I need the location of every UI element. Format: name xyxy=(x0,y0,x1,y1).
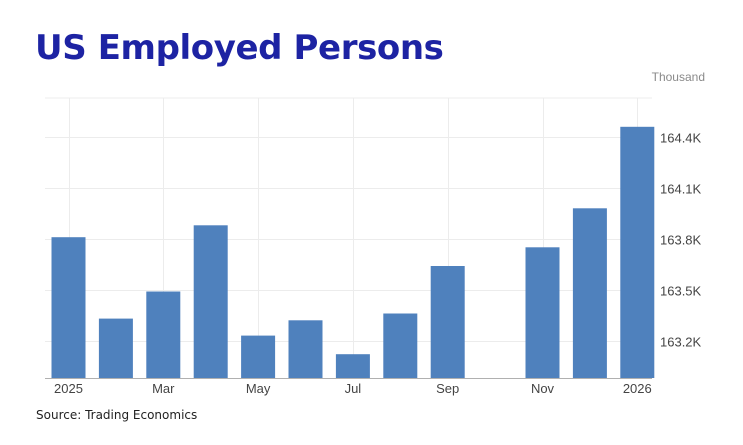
x-tick-label: Sep xyxy=(436,381,459,396)
x-tick-label: Jul xyxy=(345,381,362,396)
unit-label: Thousand xyxy=(651,70,705,84)
chart-title: US Employed Persons xyxy=(35,28,444,68)
y-tick-label: 164.4K xyxy=(660,131,702,146)
bar xyxy=(383,313,418,378)
bar xyxy=(193,225,228,378)
y-tick-label: 163.5K xyxy=(660,284,702,299)
y-tick-label: 163.2K xyxy=(660,335,702,350)
grid-lines xyxy=(45,97,652,378)
x-tick-label: Mar xyxy=(152,381,175,396)
y-tick-label: 164.1K xyxy=(660,182,702,197)
bar xyxy=(51,237,86,378)
bar xyxy=(525,247,560,378)
bar xyxy=(430,266,465,378)
bar xyxy=(572,208,607,378)
x-tick-label: Nov xyxy=(531,381,555,396)
bar xyxy=(335,354,370,378)
source-note: Source: Trading Economics xyxy=(36,408,198,422)
x-tick-label: May xyxy=(246,381,271,396)
axes: 163.2K 163.5K 163.8K 164.1K 164.4K 2025 Mar May… xyxy=(45,131,702,396)
bars xyxy=(51,126,655,378)
bar xyxy=(98,318,133,378)
bar xyxy=(146,291,181,378)
y-tick-label: 163.8K xyxy=(660,233,702,248)
x-tick-label: 2026 xyxy=(623,381,652,396)
bar xyxy=(241,335,276,378)
x-tick-label: 2025 xyxy=(54,381,83,396)
bar xyxy=(288,320,323,378)
bar xyxy=(620,126,655,378)
